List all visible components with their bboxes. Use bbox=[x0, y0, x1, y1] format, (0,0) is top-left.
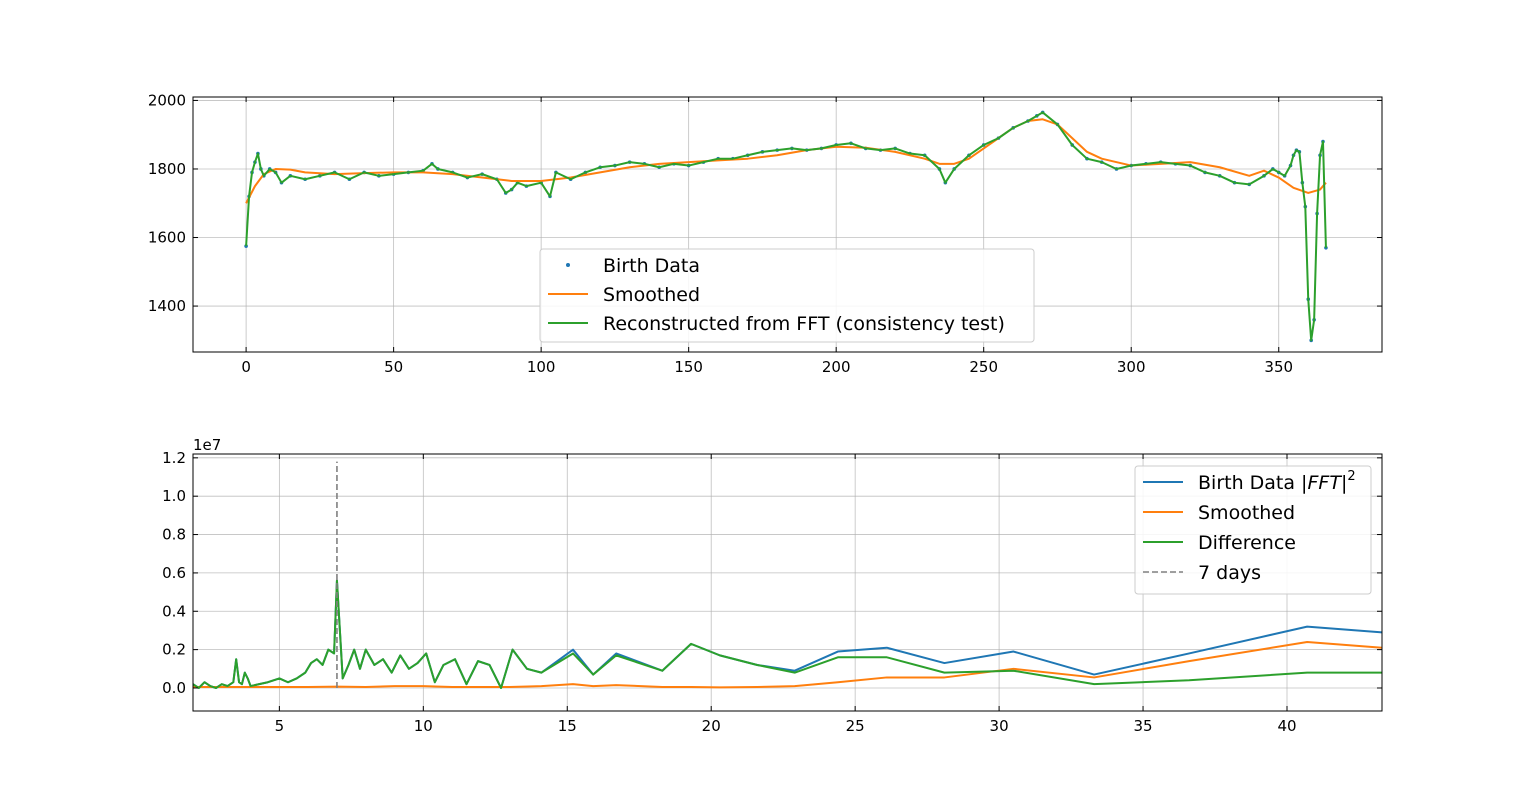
legend-label: 7 days bbox=[1198, 562, 1261, 584]
y-tick-label: 1600 bbox=[148, 229, 186, 247]
y-tick-label: 1400 bbox=[148, 297, 186, 315]
x-tick-label: 200 bbox=[822, 358, 851, 376]
y-tick-label: 0.6 bbox=[162, 564, 186, 582]
axis-ticks: 0 50 100 150 200 250 300 350 1400 1600 1800 2000 bbox=[148, 91, 1382, 376]
x-tick-label: 250 bbox=[969, 358, 998, 376]
legend: Birth Data Smoothed Reconstructed from FFT… bbox=[539, 248, 1035, 343]
x-tick-label: 100 bbox=[527, 358, 556, 376]
x-tick-label: 25 bbox=[846, 717, 865, 735]
y-offset-label: 1e7 bbox=[193, 436, 221, 454]
y-tick-label: 0.4 bbox=[162, 602, 186, 620]
legend: Birth Data |FFT|2 Smoothed Difference 7 day… bbox=[1134, 465, 1372, 595]
y-tick-label: 0.8 bbox=[162, 526, 186, 544]
x-tick-label: 30 bbox=[990, 717, 1009, 735]
y-tick-label: 1.2 bbox=[162, 449, 186, 467]
legend-box bbox=[539, 248, 1035, 343]
x-tick-label: 10 bbox=[414, 717, 433, 735]
x-tick-label: 0 bbox=[241, 358, 251, 376]
x-tick-label: 5 bbox=[275, 717, 285, 735]
x-tick-label: 50 bbox=[384, 358, 403, 376]
legend-label: Smoothed bbox=[1198, 502, 1295, 524]
y-tick-label: 0.2 bbox=[162, 641, 186, 659]
legend-marker bbox=[566, 263, 570, 267]
legend-label: Difference bbox=[1198, 532, 1296, 554]
series-line-smoothed bbox=[193, 640, 1382, 689]
legend-label: Smoothed bbox=[603, 284, 700, 306]
chart-fft-power-spectrum: 5 10 15 20 25 30 35 40 0.0 0.2 0.4 0.6 0.8 1.0 1.2 1e7… bbox=[162, 436, 1383, 735]
x-tick-label: 15 bbox=[558, 717, 577, 735]
x-tick-label: 20 bbox=[702, 717, 721, 735]
plot-area bbox=[193, 461, 1382, 689]
legend-label: Reconstructed from FFT (consistency test… bbox=[603, 313, 1005, 335]
y-tick-label: 1.0 bbox=[162, 487, 186, 505]
x-tick-label: 300 bbox=[1117, 358, 1146, 376]
axes-frame bbox=[192, 96, 1383, 353]
series-line-reconstructed-from-fft-consistency-test bbox=[245, 111, 1327, 342]
x-tick-label: 40 bbox=[1277, 717, 1296, 735]
series-line-difference bbox=[193, 579, 1382, 689]
y-tick-label: 1800 bbox=[148, 160, 186, 178]
x-tick-label: 350 bbox=[1264, 358, 1293, 376]
x-tick-label: 35 bbox=[1134, 717, 1153, 735]
chart-birth-data-timeseries: 0 50 100 150 200 250 300 350 1400 1600 1800 2000 Bi… bbox=[148, 91, 1383, 376]
plot-area bbox=[244, 110, 1328, 343]
axes-frame bbox=[192, 453, 1383, 712]
legend-label: Birth Data |FFT|2 bbox=[1198, 469, 1356, 494]
axis-ticks: 5 10 15 20 25 30 35 40 0.0 0.2 0.4 0.6 0.8 1.0 1.2 bbox=[162, 449, 1382, 735]
legend-label: Birth Data bbox=[603, 255, 700, 277]
legend-box bbox=[1134, 465, 1372, 595]
y-tick-label: 0.0 bbox=[162, 679, 186, 697]
x-tick-label: 150 bbox=[674, 358, 703, 376]
y-tick-label: 2000 bbox=[148, 91, 186, 109]
